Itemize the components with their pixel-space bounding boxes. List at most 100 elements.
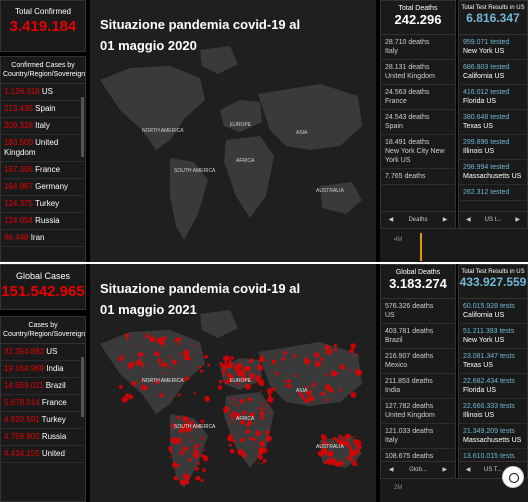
list-item[interactable]: 380.648 tested Texas US — [459, 110, 527, 135]
list-item[interactable]: 403.781 deaths Brazil — [381, 324, 455, 349]
case-density-dot — [259, 417, 263, 421]
case-density-dot — [241, 376, 247, 382]
case-density-dot — [181, 415, 183, 417]
total-deaths-panel[interactable]: Total Deaths 242.296 28.710 deaths Italy 2… — [380, 0, 456, 262]
stat-value: 299.896 tested — [463, 139, 510, 146]
cases-scrollbar[interactable] — [81, 97, 84, 157]
cases-by-country-list[interactable]: Cases by Country/Region/Sovereignty 32.3… — [0, 316, 86, 502]
case-density-dot — [325, 459, 330, 464]
list-item[interactable]: 14.659.011 Brazil — [1, 378, 85, 395]
pager-next-icon[interactable]: ▶ — [442, 217, 448, 223]
list-item[interactable]: 167.305 France — [1, 162, 85, 179]
list-item[interactable]: 164.967 Germany — [1, 179, 85, 196]
case-density-dot — [323, 441, 328, 446]
list-item[interactable]: 576.326 deaths US — [381, 299, 455, 324]
list-item[interactable]: 959.071 tested New York US — [459, 35, 527, 60]
deaths-pager[interactable]: ◀ Deaths ▶ — [381, 211, 455, 227]
pager-prev-icon[interactable]: ◀ — [466, 217, 471, 223]
list-item[interactable]: 216.907 deaths Mexico — [381, 349, 455, 374]
continent-label-asia: ASIA — [296, 388, 308, 394]
case-density-dot — [138, 352, 144, 358]
list-item[interactable]: 23.081.347 tests Texas US — [459, 349, 527, 374]
country-name: France — [41, 398, 67, 407]
list-item[interactable]: 213.435 Spain — [1, 101, 85, 118]
country-name: Germany — [35, 182, 69, 191]
case-density-dot — [265, 435, 272, 442]
list-item[interactable]: 686.803 tested California US — [459, 60, 527, 85]
list-item[interactable]: 1.126.318 US — [1, 84, 85, 101]
case-density-dot — [272, 387, 276, 391]
world-map-2021[interactable]: NORTH AMERICA EUROPE ASIA AFRICA SOUTH A… — [90, 264, 376, 502]
list-item[interactable]: 18.491 deaths New York City New York US — [381, 135, 455, 169]
case-density-dot — [231, 417, 235, 421]
case-density-dot — [230, 356, 234, 360]
list-item[interactable]: 32.354.883 US — [1, 344, 85, 361]
global-deaths-panel[interactable]: Global Deaths 3.183.274 576.326 deaths US… — [380, 264, 456, 502]
case-density-dot — [230, 401, 233, 404]
list-item[interactable]: 4.759.902 Russia — [1, 429, 85, 446]
case-density-dot — [229, 413, 234, 418]
list-item[interactable]: 262.312 tested — [459, 185, 527, 201]
list-item[interactable]: 96.448 Iran — [1, 230, 85, 247]
list-item[interactable]: 5.678.014 France — [1, 395, 85, 412]
list-item[interactable]: 299.896 tested Illinois US — [459, 135, 527, 160]
list-item[interactable]: 60.015.928 tests California US — [459, 299, 527, 324]
list-item[interactable]: 183.500 United Kingdom — [1, 135, 85, 162]
stat-place: Brazil — [385, 337, 403, 344]
zoom-lens-button[interactable] — [502, 466, 524, 488]
stat-place: Texas US — [463, 362, 493, 369]
case-density-dot — [200, 419, 205, 424]
total-deaths-label: Total Deaths — [398, 5, 438, 12]
list-item[interactable]: 51.211.393 tests New York US — [459, 324, 527, 349]
pager-prev-icon[interactable]: ◀ — [388, 217, 394, 223]
list-item[interactable]: 298.994 tested Massachusetts US — [459, 160, 527, 185]
case-density-dot — [255, 376, 258, 379]
list-item[interactable]: 211.853 deaths India — [381, 374, 455, 399]
pager-prev-icon[interactable]: ◀ — [388, 467, 394, 473]
list-item[interactable]: 22.682.434 tests Florida US — [459, 374, 527, 399]
list-item[interactable]: 124.375 Turkey — [1, 196, 85, 213]
continent-label-south-america: SOUTH AMERICA — [174, 424, 216, 430]
list-item[interactable]: 127.782 deaths United Kingdom — [381, 399, 455, 424]
list-item[interactable]: 21.349.209 tests Massachusetts US — [459, 424, 527, 449]
list-item[interactable]: 22.666.333 tests Illinois US — [459, 399, 527, 424]
list-item[interactable]: 124.054 Russia — [1, 213, 85, 230]
list-item[interactable]: 209.328 Italy — [1, 118, 85, 135]
case-density-dot — [196, 462, 200, 465]
list-item[interactable]: 24.543 deaths Spain — [381, 110, 455, 135]
case-density-dot — [355, 459, 358, 461]
list-item[interactable]: 28.131 deaths United Kingdom — [381, 60, 455, 85]
case-density-dot — [355, 369, 363, 376]
case-density-dot — [261, 402, 264, 405]
pager-prev-icon[interactable]: ◀ — [465, 467, 471, 473]
cases-scrollbar[interactable] — [81, 357, 84, 417]
stat-value: 416.012 tested — [463, 89, 510, 96]
case-density-dot — [250, 358, 254, 362]
total-tests-panel[interactable]: Total Test Results in US 6.816.347 959.0… — [458, 0, 528, 262]
case-density-dot — [154, 351, 160, 357]
list-item[interactable]: 28.710 deaths Italy — [381, 35, 455, 60]
case-density-dot — [258, 447, 264, 453]
pager-next-icon[interactable]: ▶ — [515, 217, 520, 223]
list-item[interactable]: 19.164.969 India — [1, 361, 85, 378]
tests-pager[interactable]: ◀ US t... ▶ — [459, 211, 527, 227]
list-item[interactable]: 121.033 deaths Italy — [381, 424, 455, 449]
case-density-dot — [131, 344, 134, 347]
case-density-dot — [173, 476, 178, 481]
case-density-dot — [319, 445, 322, 448]
list-item[interactable]: 4.820.591 Turkey — [1, 412, 85, 429]
case-density-dot — [286, 379, 292, 384]
list-item[interactable]: 24.563 deaths France — [381, 85, 455, 110]
pager-next-icon[interactable]: ▶ — [442, 467, 448, 473]
world-map-2020[interactable]: NORTH AMERICA EUROPE ASIA AFRICA SOUTH A… — [90, 0, 376, 262]
list-item[interactable]: 7.765 deaths — [381, 169, 455, 185]
list-item[interactable]: 4.434.155 United — [1, 446, 85, 463]
deaths-pager[interactable]: ◀ Glob... ▶ — [381, 461, 455, 477]
case-density-dot — [202, 468, 206, 472]
list-item[interactable]: 416.012 tested Florida US — [459, 85, 527, 110]
case-density-dot — [194, 448, 199, 453]
case-density-dot — [188, 458, 192, 462]
total-confirmed-value: 3.419.184 — [9, 18, 77, 35]
case-density-dot — [358, 449, 361, 451]
confirmed-cases-list[interactable]: Confirmed Cases by Country/Region/Sovere… — [0, 56, 86, 262]
